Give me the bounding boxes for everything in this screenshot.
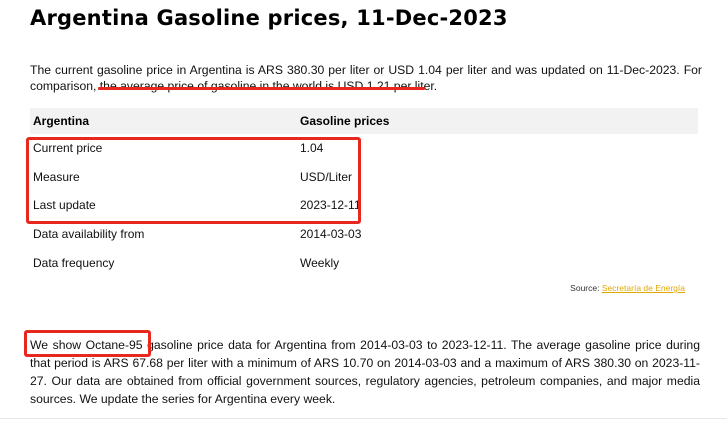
row-label-current-price: Current price [33,141,103,156]
red-box-annotation-table [26,137,361,224]
table-row: Data frequency Weekly [30,248,698,277]
bottom-divider [0,418,727,419]
summary-text: gasoline price data for Argentina from 2… [30,338,700,406]
row-value-data-availability: 2014-03-03 [300,227,362,242]
page-title: Argentina Gasoline prices, 11-Dec-2023 [30,6,508,30]
table-row: Current price 1.04 [30,134,698,163]
row-label-data-frequency: Data frequency [33,255,115,270]
row-value-current-price: 1.04 [300,141,324,156]
summary-paragraph: We show Octane-95 gasoline price data fo… [30,336,700,408]
table-row: Last update 2023-12-11 [30,191,698,220]
table-header-gasoline: Gasoline prices [297,108,698,134]
row-label-data-availability: Data availability from [33,227,145,242]
row-value-data-frequency: Weekly [300,255,340,270]
summary-octane-highlight: We show Octane-95 [30,338,143,352]
source-link[interactable]: Secretaría de Energía [601,283,685,293]
gasoline-price-table: Argentina Gasoline prices Current price … [30,108,698,277]
row-label-last-update: Last update [33,198,96,213]
red-underline-annotation [98,87,425,90]
source-prefix: Source: [570,283,602,293]
row-label-measure: Measure [33,169,80,184]
intro-tail: . [433,79,438,93]
table-header-row: Argentina Gasoline prices [30,108,698,134]
row-value-measure: USD/Liter [300,169,353,184]
table-row: Data availability from 2014-03-03 [30,220,698,249]
intro-lead: The current gasoline price in Argentina … [30,63,702,93]
red-box-annotation-octane [24,330,151,357]
source-credit: Source: Secretaría de Energía [570,283,685,293]
row-value-last-update: 2023-12-11 [300,198,361,213]
table-row: Measure USD/Liter [30,163,698,192]
intro-world-average-highlight: the average price of gasoline in the wor… [99,79,434,93]
table-header-country: Argentina [30,108,297,134]
